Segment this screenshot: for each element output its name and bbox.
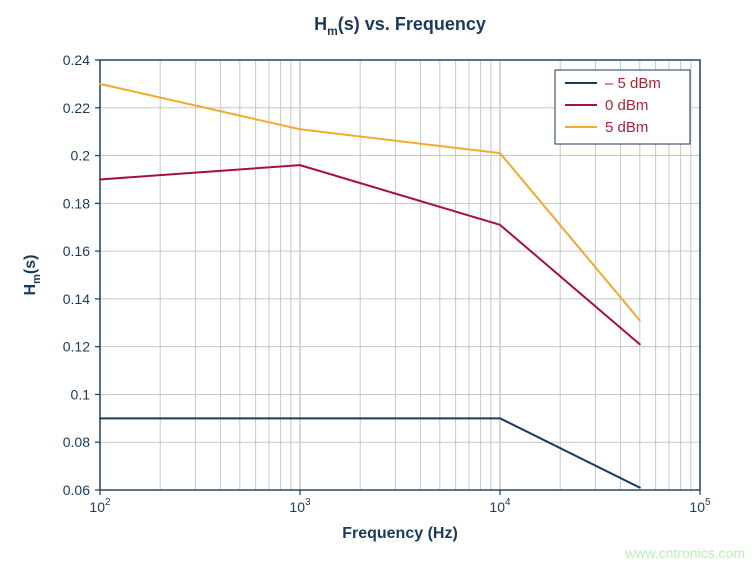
y-tick-label: 0.12 bbox=[63, 339, 90, 355]
legend-label-2: 5 dBm bbox=[605, 119, 648, 136]
y-tick-label: 0.1 bbox=[71, 386, 91, 402]
y-tick-label: 0.08 bbox=[63, 434, 90, 450]
y-tick-label: 0.18 bbox=[63, 195, 90, 211]
legend-label-0: – 5 dBm bbox=[605, 75, 661, 92]
chart-container: 0.060.080.10.120.140.160.180.20.220.2410… bbox=[0, 0, 755, 565]
y-tick-label: 0.24 bbox=[63, 52, 90, 68]
x-axis-label: Frequency (Hz) bbox=[342, 525, 458, 542]
watermark: www.cntronics.com bbox=[624, 545, 745, 561]
y-tick-label: 0.14 bbox=[63, 291, 90, 307]
legend-label-1: 0 dBm bbox=[605, 97, 648, 114]
chart-svg: 0.060.080.10.120.140.160.180.20.220.2410… bbox=[0, 0, 755, 565]
y-tick-label: 0.22 bbox=[63, 100, 90, 116]
y-tick-label: 0.06 bbox=[63, 482, 90, 498]
y-tick-label: 0.16 bbox=[63, 243, 90, 259]
y-tick-label: 0.2 bbox=[71, 148, 91, 164]
